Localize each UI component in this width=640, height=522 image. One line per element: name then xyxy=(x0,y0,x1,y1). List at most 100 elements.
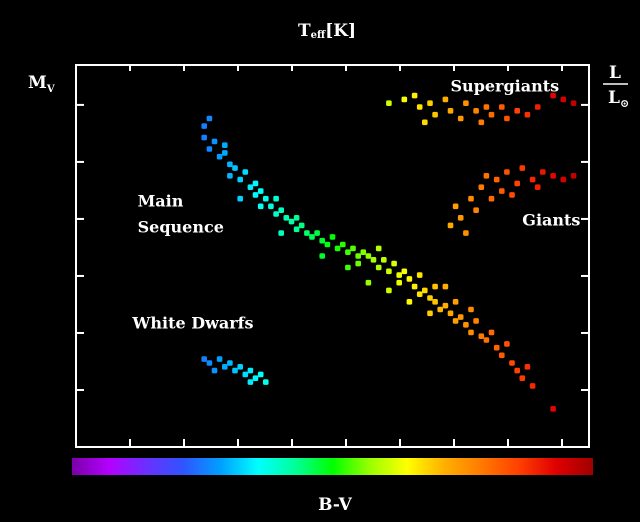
main-sequence-point xyxy=(396,272,402,278)
main-sequence-point xyxy=(488,329,495,336)
white-dwarfs-point xyxy=(247,367,254,374)
right-label-denominator: L⊙ xyxy=(608,88,629,110)
giants-point xyxy=(504,169,510,175)
plot-frame xyxy=(75,64,590,448)
main-sequence-point xyxy=(504,341,510,347)
supergiants-point xyxy=(442,96,449,103)
main-sequence-point xyxy=(252,192,259,198)
main-sequence-point xyxy=(345,264,351,271)
supergiants-point xyxy=(478,119,485,126)
main-sequence-point xyxy=(319,237,325,244)
supergiants-point xyxy=(524,111,531,118)
white-dwarfs-label-line: White Dwarfs xyxy=(131,314,253,333)
main-sequence-point xyxy=(550,406,556,412)
main-sequence-point xyxy=(432,283,438,290)
giants-point xyxy=(519,165,526,171)
main-sequence-point xyxy=(288,218,295,225)
main-sequence-point xyxy=(252,180,259,187)
main-sequence-point xyxy=(329,234,336,240)
main-sequence-label-line: Sequence xyxy=(138,217,224,236)
supergiants-point xyxy=(560,96,567,103)
left-label-main: M xyxy=(28,73,47,93)
main-sequence-point xyxy=(422,287,428,294)
main-sequence-point xyxy=(509,360,515,366)
giants-point xyxy=(447,222,454,229)
giants-point xyxy=(550,173,556,179)
white-dwarfs-point xyxy=(257,371,264,378)
main-sequence-point xyxy=(355,260,361,267)
main-sequence-point xyxy=(309,234,315,240)
main-sequence-point xyxy=(278,230,284,236)
main-sequence-point xyxy=(396,279,402,286)
giants-point xyxy=(534,184,541,190)
main-sequence-point xyxy=(227,161,233,168)
main-sequence-point xyxy=(452,318,459,324)
supergiants-point xyxy=(514,108,520,114)
giants-point xyxy=(473,207,479,213)
main-sequence-point xyxy=(416,272,423,278)
giants-label-line: Giants xyxy=(522,210,580,229)
main-sequence-point xyxy=(386,268,392,275)
main-sequence-point xyxy=(463,322,469,328)
main-sequence-point xyxy=(334,245,341,252)
white-dwarfs-point xyxy=(216,356,223,362)
white-dwarfs-point xyxy=(211,367,218,374)
top-label-unit: [K] xyxy=(325,21,356,41)
giants-point xyxy=(540,169,546,175)
main-sequence-point xyxy=(314,230,320,236)
giants-point xyxy=(463,230,469,236)
top-label-main: T xyxy=(298,21,311,41)
main-sequence-point xyxy=(232,165,238,171)
main-sequence-point xyxy=(499,352,505,359)
main-sequence-point xyxy=(222,142,228,148)
right-axis-label: L L⊙ xyxy=(603,63,629,110)
giants-point xyxy=(570,173,577,179)
main-sequence-point xyxy=(263,195,269,202)
supergiants-point xyxy=(457,115,464,122)
giants-point xyxy=(452,203,459,210)
white-dwarfs-point xyxy=(237,364,243,370)
white-dwarfs-point xyxy=(252,375,259,381)
supergiants-label-line: Supergiants xyxy=(451,77,560,96)
main-sequence-point xyxy=(273,211,279,217)
giants-label: Giants xyxy=(522,210,580,229)
main-sequence-point xyxy=(278,207,284,213)
main-sequence-point xyxy=(268,203,274,210)
main-sequence-point xyxy=(365,253,372,259)
main-sequence-point xyxy=(468,329,474,336)
main-sequence-point xyxy=(391,260,397,267)
giants-point xyxy=(514,180,520,187)
giants-point xyxy=(457,215,464,221)
main-sequence-point xyxy=(406,299,413,305)
main-sequence-point xyxy=(237,176,243,183)
main-sequence-point xyxy=(247,184,254,190)
color-bar xyxy=(72,458,593,475)
supergiants-point xyxy=(386,100,392,106)
main-sequence-point xyxy=(201,134,207,141)
main-sequence-point xyxy=(345,249,351,255)
main-sequence-point xyxy=(411,283,418,290)
main-sequence-point xyxy=(473,318,479,324)
supergiants-point xyxy=(483,104,490,110)
white-dwarfs-point xyxy=(232,367,238,374)
main-sequence-point xyxy=(350,245,356,252)
top-label-sub: eff xyxy=(311,30,326,41)
white-dwarfs-label: White Dwarfs xyxy=(131,314,253,333)
main-sequence-point xyxy=(206,146,213,152)
main-sequence-point xyxy=(468,306,474,313)
supergiants-point xyxy=(463,100,469,106)
supergiants-point xyxy=(550,92,556,99)
main-sequence-point xyxy=(273,195,279,202)
main-sequence-point xyxy=(524,364,531,370)
giants-point xyxy=(509,192,515,198)
main-sequence-point xyxy=(427,310,433,317)
main-sequence-point xyxy=(483,337,490,343)
main-sequence-point xyxy=(206,115,213,122)
main-sequence-point xyxy=(386,287,392,294)
supergiants-point xyxy=(416,104,423,110)
main-sequence-point xyxy=(493,344,500,351)
main-sequence-point xyxy=(257,188,264,194)
main-sequence-point xyxy=(283,215,290,221)
supergiants-point xyxy=(427,100,433,106)
